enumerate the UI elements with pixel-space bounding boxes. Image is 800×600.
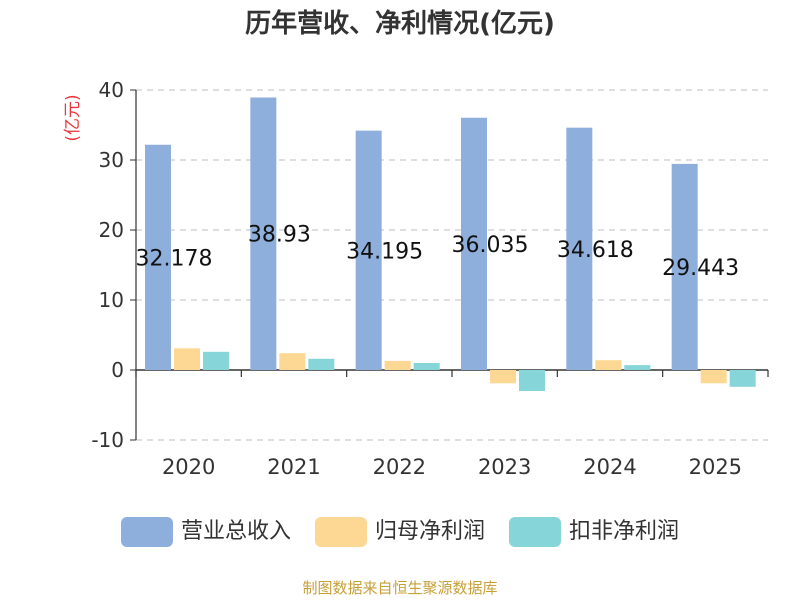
bar-revenue-2023 — [461, 117, 487, 370]
y-tick-label: 10 — [99, 288, 124, 312]
bar-net_profit-2023 — [490, 370, 516, 384]
data-label-2024: 34.618 — [557, 238, 634, 263]
legend: 营业总收入 归母净利润 扣非净利润 — [0, 516, 800, 548]
data-label-2020: 32.178 — [136, 246, 213, 271]
legend-label: 营业总收入 — [180, 519, 291, 544]
bar-revenue-2025 — [671, 163, 698, 370]
bar-deducted_net_profit-2021 — [308, 358, 335, 370]
x-tick-label-2023: 2023 — [478, 455, 531, 479]
bar-net_profit-2020 — [174, 348, 200, 370]
x-tick-label-2021: 2021 — [267, 455, 320, 479]
bar-deducted_net_profit-2023 — [519, 370, 545, 391]
bar-deducted_net_profit-2024 — [624, 365, 651, 370]
x-tick-label-2020: 2020 — [162, 455, 215, 479]
bar-deducted_net_profit-2025 — [729, 370, 756, 387]
bar-net_profit-2024 — [595, 360, 622, 370]
data-labels: 32.178 38.93 34.195 36.035 34.618 29.443 — [136, 223, 740, 281]
y-tick-label: -10 — [91, 428, 124, 452]
x-tick-label-2025: 2025 — [689, 455, 742, 479]
source-note: 制图数据来自恒生聚源数据库 — [302, 579, 498, 597]
legend-swatch — [509, 517, 561, 547]
bar-net_profit-2022 — [384, 360, 411, 370]
bar-net_profit-2025 — [700, 370, 727, 384]
axes: 40 30 20 10 0 -10 2020 2021 2022 2023 2024 2025 — [91, 78, 769, 479]
bar-revenue-2020 — [145, 144, 171, 370]
y-tick-label: 40 — [99, 78, 124, 102]
bars — [145, 97, 756, 391]
data-label-2022: 34.195 — [346, 239, 423, 264]
chart-title: 历年营收、净利情况(亿元) — [245, 9, 555, 39]
bar-deducted_net_profit-2020 — [203, 351, 229, 370]
bar-revenue-2022 — [355, 130, 382, 370]
legend-label: 归母净利润 — [374, 519, 485, 544]
y-axis-unit-label: (亿元) — [63, 94, 83, 141]
bar-revenue-2024 — [566, 127, 593, 370]
bar-revenue-2021 — [250, 97, 277, 371]
legend-swatch — [314, 517, 367, 547]
y-tick-label: 30 — [99, 148, 124, 172]
data-label-2025: 29.443 — [662, 256, 739, 281]
bar-net_profit-2021 — [279, 353, 306, 370]
y-tick-label: 0 — [111, 358, 124, 382]
y-tick-label: 20 — [99, 218, 124, 242]
data-label-2023: 36.035 — [452, 233, 529, 258]
legend-item-net_profit[interactable]: 归母净利润 — [314, 516, 485, 548]
data-label-2021: 38.93 — [248, 223, 311, 248]
legend-label: 扣非净利润 — [569, 519, 680, 544]
legend-item-revenue[interactable]: 营业总收入 — [120, 516, 291, 548]
legend-swatch — [120, 517, 173, 547]
x-tick-label-2022: 2022 — [373, 455, 426, 479]
legend-item-deducted_net_profit[interactable]: 扣非净利润 — [509, 516, 679, 548]
bar-deducted_net_profit-2022 — [413, 363, 440, 370]
x-tick-label-2024: 2024 — [583, 455, 636, 479]
